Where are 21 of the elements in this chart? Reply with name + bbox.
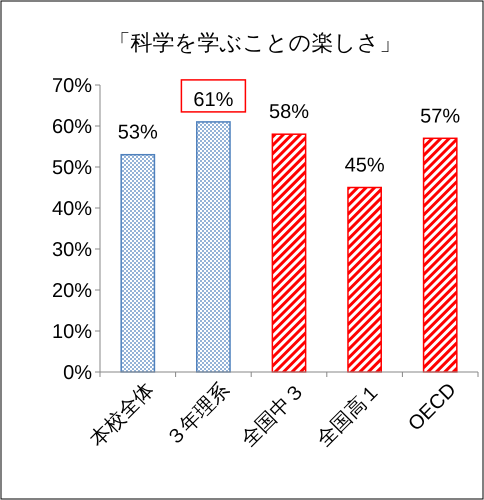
data-label: 53% [118,122,158,144]
x-tick-label: ３年理系 [162,378,234,452]
data-label: 61% [193,88,234,111]
bar [422,138,458,373]
data-label: 58% [268,101,310,124]
bar [347,186,382,373]
y-tick-label: 20% [52,280,92,302]
bar [272,133,306,373]
y-tick-label: 10% [52,321,92,343]
chart-title: 「科学を学ぶことの楽しさ」 [108,30,402,55]
y-tick-label: 60% [52,116,92,138]
bar [120,154,156,373]
data-label: 57% [420,105,460,128]
bar [196,121,231,373]
y-tick-label: 50% [52,157,92,179]
data-label: 45% [344,154,385,176]
x-tick-label: 全国高１ [312,378,386,452]
y-tick-label: 40% [52,198,92,220]
y-tick-label: 70% [52,75,92,97]
y-tick-label: 30% [52,239,92,261]
x-tick-label: 全国中３ [237,378,310,452]
